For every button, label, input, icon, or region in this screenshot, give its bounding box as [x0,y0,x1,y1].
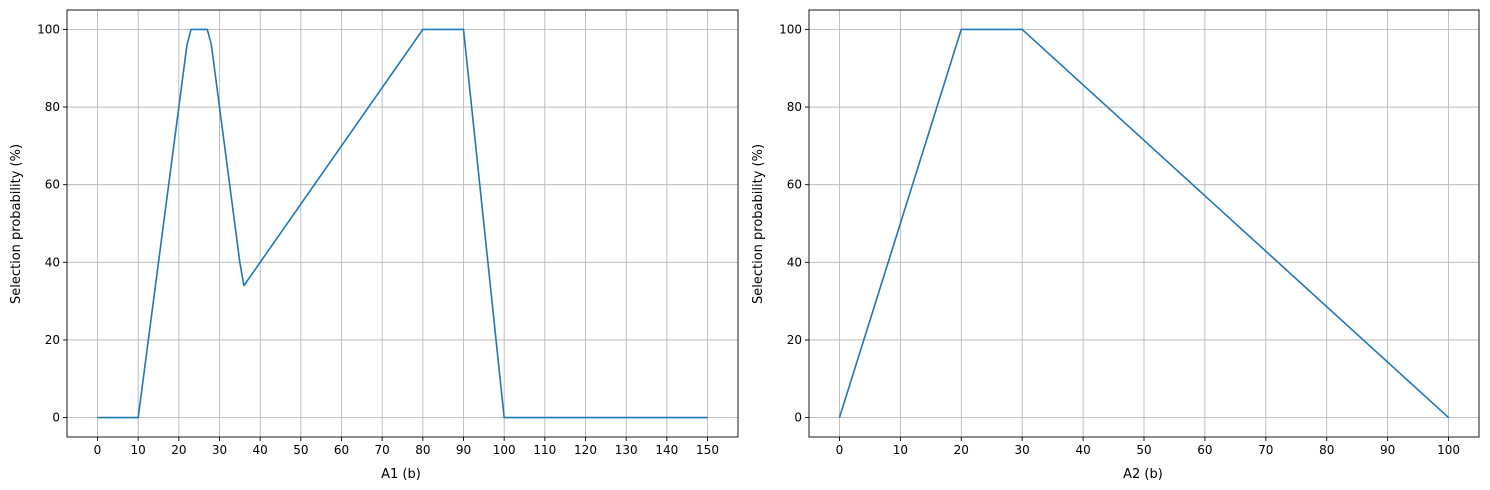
x-axis-label: A2 (b) [1123,467,1163,482]
x-tick-label: 0 [94,443,102,457]
x-tick-label: 70 [375,443,390,457]
x-tick-label: 140 [655,443,678,457]
x-tick-label: 40 [253,443,268,457]
y-tick-label: 40 [45,255,60,269]
x-tick-label: 40 [1075,443,1090,457]
x-tick-label: 110 [533,443,556,457]
x-tick-label: 60 [1197,443,1212,457]
x-tick-label: 90 [1380,443,1395,457]
y-axis-label: Selection probability (%) [751,144,766,304]
x-tick-label: 50 [1136,443,1151,457]
y-tick-label: 60 [45,178,60,192]
x-tick-label: 70 [1258,443,1273,457]
y-tick-label: 20 [787,333,802,347]
x-tick-label: 30 [212,443,227,457]
chart-a1: A1 (b) Selection probability (%) 0 10 20 30… [9,9,739,482]
chart-a2: A2 (b) Selection probability (%) 0 10 20 30… [751,9,1480,482]
x-tick-label: 20 [171,443,186,457]
x-tick-label: 120 [574,443,597,457]
series-line [838,28,1450,419]
x-tick-label: 10 [131,443,146,457]
y-axis-label: Selection probability (%) [9,144,24,304]
x-tick-label: 90 [456,443,471,457]
y-tick-label: 80 [787,100,802,114]
x-tick-label: 100 [1437,443,1460,457]
y-tick-label: 100 [37,22,60,36]
y-tick-label: 0 [794,411,802,425]
x-tick-label: 150 [696,443,719,457]
series-line [97,28,708,419]
x-tick-label: 80 [1319,443,1334,457]
x-tick-label: 100 [493,443,516,457]
y-tick-label: 100 [779,22,802,36]
plot-frame [66,9,739,438]
x-tick-label: 10 [893,443,908,457]
y-tick-label: 20 [45,333,60,347]
x-tick-label: 80 [415,443,430,457]
x-tick-label: 20 [954,443,969,457]
x-tick-label: 50 [293,443,308,457]
x-tick-label: 130 [615,443,638,457]
x-axis-label: A1 (b) [381,467,421,482]
x-tick-label: 60 [334,443,349,457]
y-tick-label: 60 [787,178,802,192]
y-tick-label: 0 [52,411,60,425]
y-tick-label: 80 [45,100,60,114]
y-tick-label: 40 [787,255,802,269]
x-tick-label: 30 [1015,443,1030,457]
x-tick-label: 0 [836,443,844,457]
